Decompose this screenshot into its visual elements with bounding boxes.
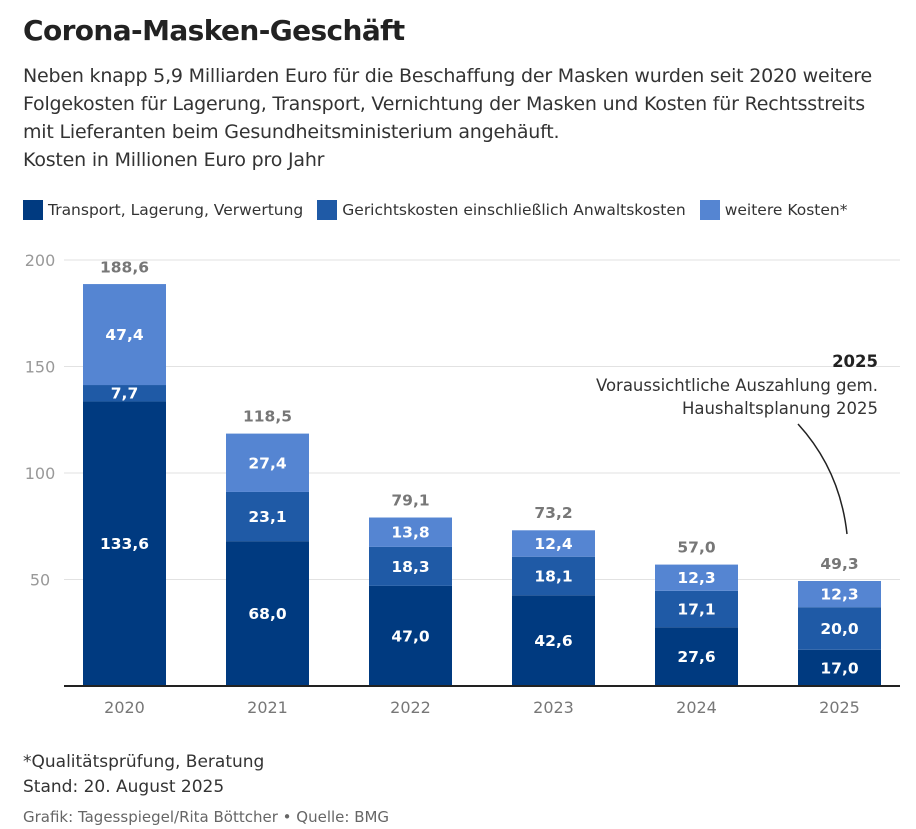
source-credit: Grafik: Tagesspiegel/Rita Böttcher • Que… (23, 808, 390, 826)
bar-segment-weitere (369, 517, 452, 547)
legend-label: weitere Kosten* (724, 201, 848, 219)
data-label: 18,3 (391, 558, 429, 576)
data-label: 20,0 (820, 620, 858, 638)
data-label: 12,4 (534, 535, 572, 553)
data-label: 27,4 (248, 454, 286, 472)
y-tick-label: 100 (25, 464, 56, 483)
x-tick-label: 2023 (533, 698, 574, 717)
bar-segment-weitere (83, 284, 166, 386)
annotation-text: Voraussichtliche Auszahlung gem. (596, 376, 878, 395)
y-tick-label: 150 (25, 358, 56, 377)
bar-segment-weitere (655, 564, 738, 591)
y-tick-label: 200 (25, 251, 56, 270)
data-label: 18,1 (534, 567, 572, 585)
total-label: 49,3 (820, 555, 858, 573)
y-tick-label: 50 (30, 571, 50, 590)
legend: Transport, Lagerung, Verwertung Gerichts… (23, 200, 861, 220)
legend-item-transport: Transport, Lagerung, Verwertung (23, 200, 303, 220)
data-label: 68,0 (248, 605, 286, 623)
legend-swatch-weitere (699, 200, 720, 220)
page-title: Corona-Masken-Geschäft (23, 14, 405, 47)
x-tick-label: 2024 (676, 698, 717, 717)
stacked-bar-chart: 200 150 100 50 133,6 7,7 47,4 188,6 2020 68,0 23,1… (25, 251, 900, 717)
data-label: 27,6 (677, 648, 715, 666)
data-label: 42,6 (534, 632, 572, 650)
annotation-connector (797, 423, 848, 535)
bar-segment-gerichtskosten (798, 607, 881, 650)
total-label: 73,2 (534, 504, 572, 522)
bar-segment-gerichtskosten (655, 590, 738, 628)
x-tick-label: 2025 (819, 698, 860, 717)
bar-segment-transport (83, 401, 166, 686)
bar-segment-weitere (798, 580, 881, 608)
legend-label: Transport, Lagerung, Verwertung (48, 201, 304, 219)
bar-segment-weitere (226, 433, 309, 492)
bar-segment-transport (226, 541, 309, 686)
annotation-text: Haushaltsplanung 2025 (682, 399, 878, 418)
data-label: 47,0 (391, 627, 429, 645)
legend-swatch-transport (23, 200, 43, 220)
legend-label: Gerichtskosten einschließlich Anwaltskos… (342, 201, 686, 219)
data-label: 47,4 (105, 326, 143, 344)
data-label: 13,8 (391, 524, 429, 542)
bar-segment-gerichtskosten (369, 546, 452, 586)
subtitle-line: Neben knapp 5,9 Milliarden Euro für die … (23, 65, 872, 87)
bar-segment-transport (655, 627, 738, 686)
bar-segment-transport (798, 649, 881, 686)
data-label: 133,6 (100, 535, 149, 553)
legend-item-weitere: weitere Kosten* (699, 200, 848, 220)
stand-date: Stand: 20. August 2025 (23, 777, 225, 797)
unit-line: Kosten in Millionen Euro pro Jahr (23, 149, 325, 171)
total-label: 118,5 (243, 408, 292, 426)
annotation-title: 2025 (832, 352, 878, 371)
x-tick-label: 2020 (104, 698, 145, 717)
footnote: *Qualitätsprüfung, Beratung (23, 752, 265, 772)
x-tick-label: 2022 (390, 698, 431, 717)
bar-segment-weitere (512, 530, 595, 557)
subtitle-line: Folgekosten für Lagerung, Transport, Ver… (23, 93, 865, 115)
data-label: 23,1 (248, 508, 286, 526)
data-label: 17,1 (677, 601, 715, 619)
subtitle-line: mit Lieferanten beim Gesundheitsminister… (23, 121, 560, 143)
bar-segment-transport (512, 595, 595, 686)
bar-segment-gerichtskosten (83, 385, 166, 402)
bar-segment-gerichtskosten (512, 556, 595, 596)
data-label: 7,7 (111, 385, 138, 403)
legend-item-gerichtskosten: Gerichtskosten einschließlich Anwaltskos… (317, 200, 686, 220)
data-label: 12,3 (820, 586, 858, 604)
total-label: 79,1 (391, 492, 429, 510)
data-label: 12,3 (677, 569, 715, 587)
x-tick-label: 2021 (247, 698, 288, 717)
bar-segment-gerichtskosten (226, 491, 309, 542)
bar-segment-transport (369, 585, 452, 686)
subtitle: Neben knapp 5,9 Milliarden Euro für die … (23, 62, 903, 174)
total-label: 57,0 (677, 539, 715, 557)
legend-swatch-gerichtskosten (317, 200, 338, 220)
total-label: 188,6 (100, 258, 149, 276)
data-label: 17,0 (820, 659, 858, 677)
